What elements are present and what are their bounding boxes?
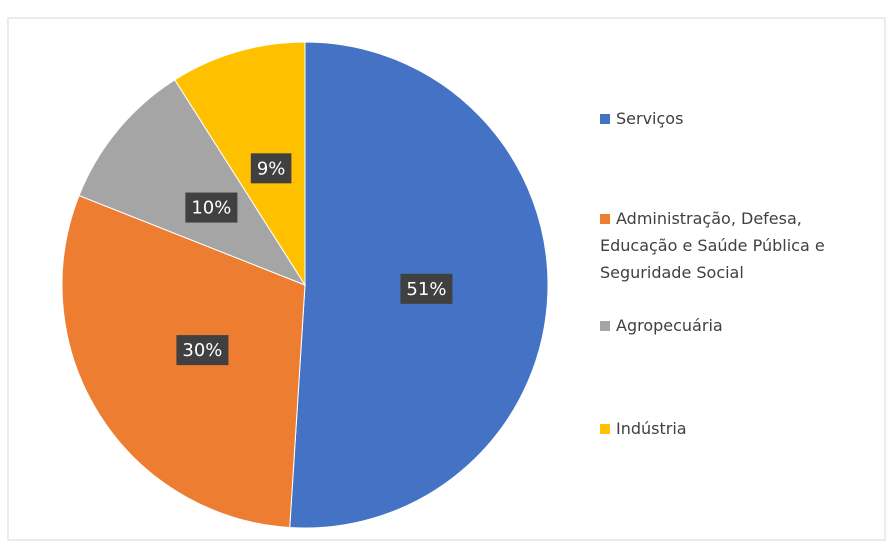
legend-item: Administração, Defesa, Educação e Saúde … [600, 205, 880, 286]
data-label: 9% [257, 158, 286, 179]
legend-label: Administração, Defesa, Educação e Saúde … [600, 209, 825, 282]
data-label-box [185, 192, 238, 223]
data-label: 10% [191, 198, 231, 219]
legend-swatch [600, 424, 610, 434]
legend-label: Agropecuária [616, 316, 723, 335]
data-label-box [176, 335, 229, 366]
pie-slice [78, 79, 307, 287]
legend-item: Agropecuária [600, 312, 880, 339]
legend-label: Indústria [616, 419, 687, 438]
data-label-box [250, 153, 292, 184]
legend-swatch [600, 214, 610, 224]
legend-swatch [600, 114, 610, 124]
legend-item: Indústria [600, 415, 880, 442]
legend-swatch [600, 321, 610, 331]
data-label: 51% [406, 279, 446, 300]
data-label: 30% [182, 340, 222, 361]
legend-item: Serviços [600, 105, 880, 132]
pie-slice [174, 41, 306, 287]
legend-label: Serviços [616, 109, 684, 128]
data-label-box [400, 273, 453, 304]
